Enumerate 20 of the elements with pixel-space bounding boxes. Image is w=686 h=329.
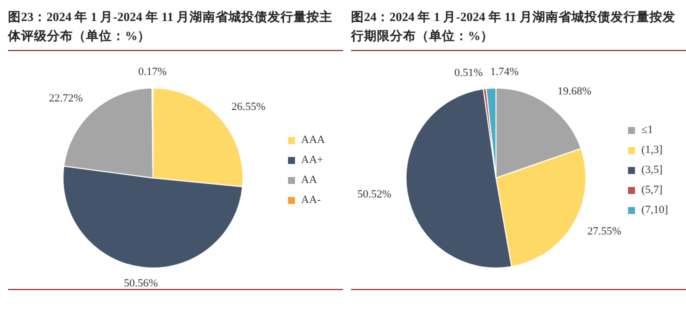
legend-label: AA [301,173,318,188]
data-label: 50.56% [124,277,158,290]
legend-label: AA- [301,193,321,208]
legend-label: (7,10] [641,203,668,218]
data-label: 1.74% [490,66,519,78]
chart-title: 图23：2024 年 1 月-2024 年 11 月湖南省城投债发行量按主体评级分布（单位：%） [8,8,343,51]
data-label: 50.52% [357,188,392,201]
legend-label: (1,3] [641,143,662,158]
data-label: 0.51% [454,66,483,79]
legend-label: AA+ [301,153,324,168]
data-label: 22.72% [48,92,83,105]
data-label: 19.68% [557,86,592,98]
data-label: 26.55% [232,100,266,113]
legend-label: (3,5] [641,163,662,178]
data-label: 27.55% [587,226,622,238]
chart-title: 图24：2024 年 1 月-2024 年 11 月湖南省城投债发行量按发行期限分布（单位：%） [351,8,686,51]
legend-label: AAA [301,133,325,148]
data-label: 0.17% [138,66,167,78]
legend-label: ≤1 [641,123,653,138]
legend-label: (5,7] [641,183,662,198]
